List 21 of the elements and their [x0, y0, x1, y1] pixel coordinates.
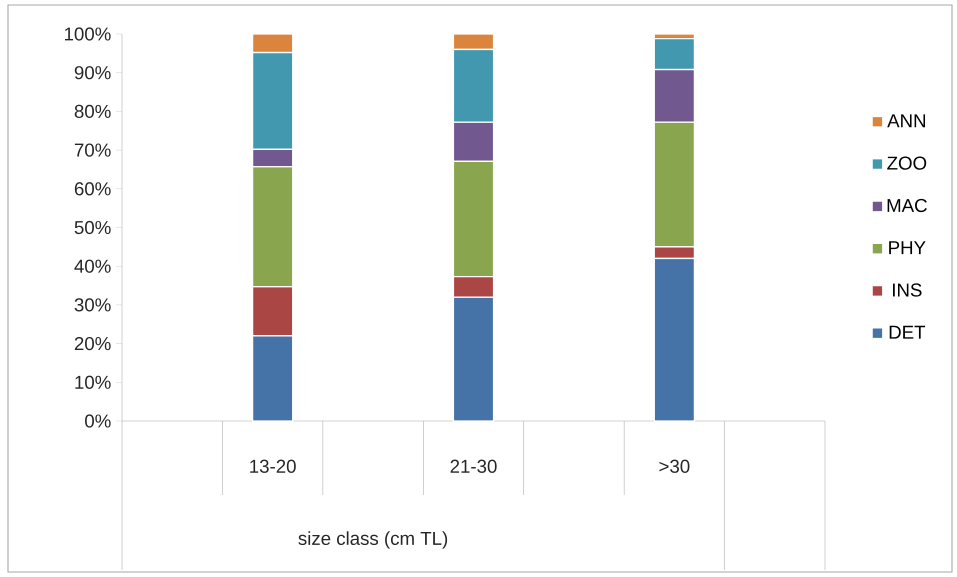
y-tick-label: 10%: [75, 376, 111, 389]
legend-label: INS: [893, 283, 922, 297]
y-tick-label: 20%: [74, 336, 111, 350]
legend-label: DET: [890, 326, 926, 339]
y-tick-label: 90%: [74, 66, 111, 80]
legend-label: ANN: [887, 114, 926, 128]
x-tick-label: >30: [659, 460, 690, 473]
x-tick-label: 13-20: [250, 460, 296, 473]
legend-label: MAC: [888, 198, 927, 212]
x-tick-label: 21-30: [450, 460, 497, 473]
y-tick-label: 60%: [74, 182, 111, 196]
legend-label: PHY: [889, 241, 926, 254]
y-tick-label: 80%: [74, 104, 111, 118]
legend-label: ZOO: [887, 156, 926, 170]
x-axis-title: size class (cm TL): [298, 531, 448, 549]
y-tick-label: 30%: [74, 298, 111, 312]
y-tick-label: 50%: [74, 220, 111, 234]
y-tick-label: 70%: [74, 143, 111, 157]
y-tick-label: 100%: [64, 27, 111, 41]
y-tick-label: 40%: [74, 260, 111, 273]
y-tick-label: 0%: [85, 414, 111, 428]
